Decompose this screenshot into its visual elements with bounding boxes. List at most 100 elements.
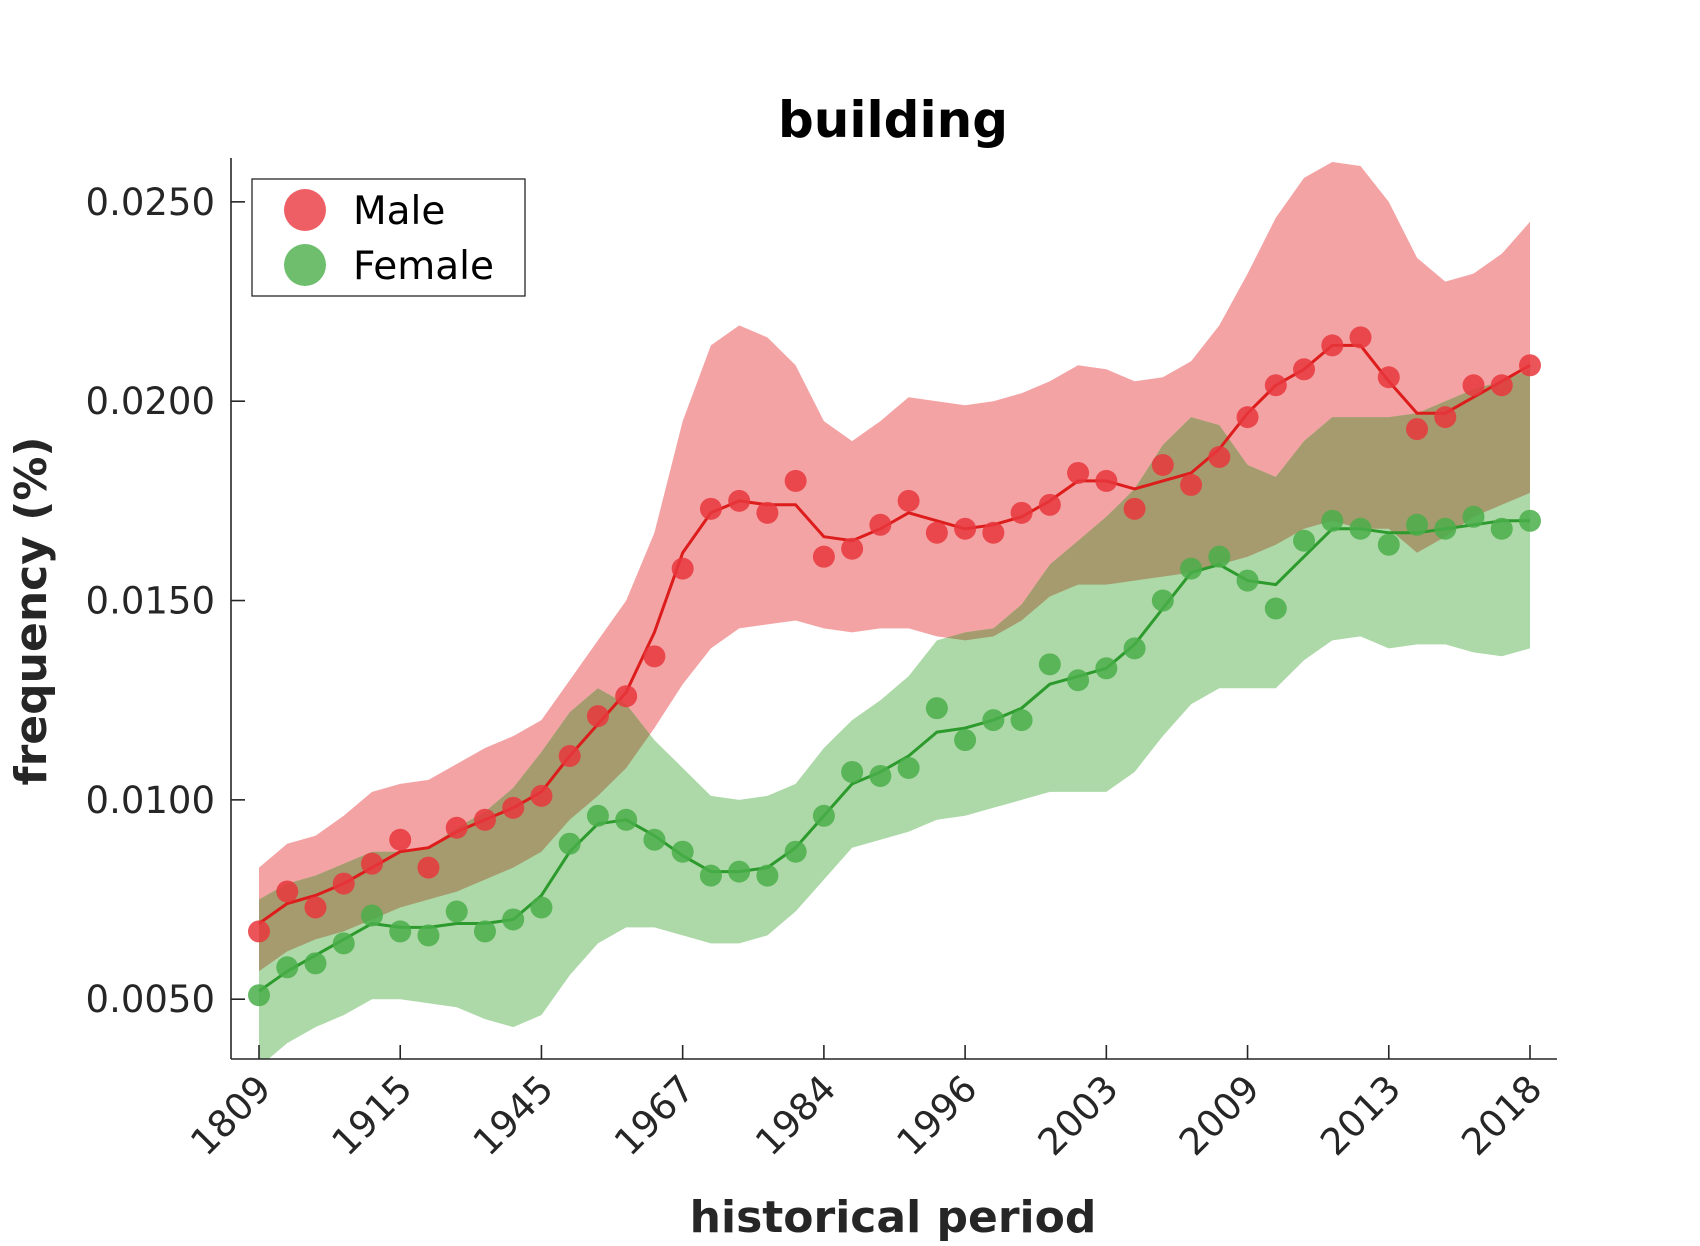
- male-point: [1406, 418, 1429, 441]
- female-point: [473, 920, 496, 943]
- female-point: [586, 804, 609, 827]
- female-point: [812, 804, 835, 827]
- male-point: [417, 856, 440, 879]
- legend-female-label: Female: [353, 244, 494, 289]
- legend-female-marker: [284, 244, 326, 286]
- female-point: [276, 956, 299, 979]
- male-point: [1123, 497, 1146, 520]
- female-point: [1038, 653, 1061, 676]
- chart-title: building: [778, 91, 1008, 149]
- female-point: [1519, 509, 1541, 532]
- y-tick-label: 0.0150: [86, 580, 215, 623]
- male-point: [530, 784, 553, 807]
- y-tick-label: 0.0200: [86, 380, 215, 423]
- male-point: [558, 745, 581, 768]
- female-point: [841, 760, 864, 783]
- male-line: [258, 343, 1531, 925]
- male-point: [473, 808, 496, 831]
- female-point: [1349, 517, 1372, 540]
- male-point: [360, 852, 383, 875]
- female-line: [258, 519, 1530, 993]
- female-point: [360, 904, 383, 927]
- male-point: [445, 816, 468, 839]
- male-point: [954, 517, 977, 540]
- male-point: [1180, 473, 1203, 496]
- male-point: [1264, 374, 1287, 397]
- male-point: [586, 705, 609, 728]
- female-point: [248, 984, 270, 1007]
- male-point: [1010, 501, 1033, 524]
- female-point: [558, 832, 581, 855]
- male-point: [1377, 366, 1400, 389]
- female-point: [1434, 517, 1457, 540]
- female-point: [1490, 517, 1513, 540]
- female-point: [389, 920, 412, 943]
- male-point: [1236, 406, 1259, 429]
- male-point: [389, 828, 412, 851]
- female-point: [1462, 505, 1485, 528]
- series-points: [248, 326, 1541, 1007]
- x-axis-label: historical period: [690, 1192, 1097, 1243]
- female-point: [530, 896, 553, 919]
- female-point: [671, 840, 694, 863]
- male-point: [502, 796, 525, 819]
- female-point: [728, 860, 751, 883]
- series-lines: [258, 343, 1531, 993]
- female-point: [1321, 509, 1344, 532]
- male-point: [1519, 354, 1541, 377]
- female-point: [784, 840, 807, 863]
- female-point: [615, 808, 638, 831]
- male-point: [1293, 358, 1316, 381]
- male-point: [982, 521, 1005, 544]
- male-point: [671, 557, 694, 580]
- male-point: [643, 645, 666, 668]
- female-point: [1377, 533, 1400, 556]
- male-point: [728, 489, 751, 512]
- female-point: [1208, 545, 1231, 568]
- legend: Male Female: [251, 178, 526, 297]
- male-point: [1208, 446, 1231, 469]
- female-point: [1067, 669, 1090, 692]
- male-point: [756, 501, 779, 524]
- male-point: [812, 545, 835, 568]
- female-point: [502, 908, 525, 931]
- male-point: [784, 469, 807, 492]
- male-point: [897, 489, 920, 512]
- female-point: [1406, 513, 1429, 536]
- female-point: [1180, 557, 1203, 580]
- female-point: [1010, 709, 1033, 732]
- female-point: [1293, 529, 1316, 552]
- female-point: [1095, 657, 1118, 680]
- female-point: [332, 932, 355, 955]
- male-point: [925, 521, 948, 544]
- male-point: [615, 685, 638, 708]
- female-point: [643, 828, 666, 851]
- female-point: [869, 764, 892, 787]
- male-point: [1095, 469, 1118, 492]
- male-point: [1490, 374, 1513, 397]
- male-point: [1434, 406, 1457, 429]
- female-point: [304, 952, 327, 975]
- male-point: [1462, 374, 1485, 397]
- male-point: [869, 513, 892, 536]
- male-point: [1349, 326, 1372, 349]
- male-point: [276, 880, 299, 903]
- male-point: [332, 872, 355, 895]
- male-point: [1067, 461, 1090, 484]
- female-point: [445, 900, 468, 923]
- male-point: [1321, 334, 1344, 357]
- female-point: [1236, 569, 1259, 592]
- y-axis-label: frequency (%): [6, 436, 57, 785]
- y-tick-label: 0.0250: [86, 181, 215, 224]
- female-point: [897, 756, 920, 779]
- female-point: [925, 697, 948, 720]
- male-point: [304, 896, 327, 919]
- female-point: [982, 709, 1005, 732]
- female-point: [417, 924, 440, 947]
- female-point: [1123, 637, 1146, 660]
- axes: [230, 158, 1557, 1060]
- female-point: [954, 729, 977, 752]
- legend-male-label: Male: [353, 189, 445, 234]
- female-point: [1264, 597, 1287, 620]
